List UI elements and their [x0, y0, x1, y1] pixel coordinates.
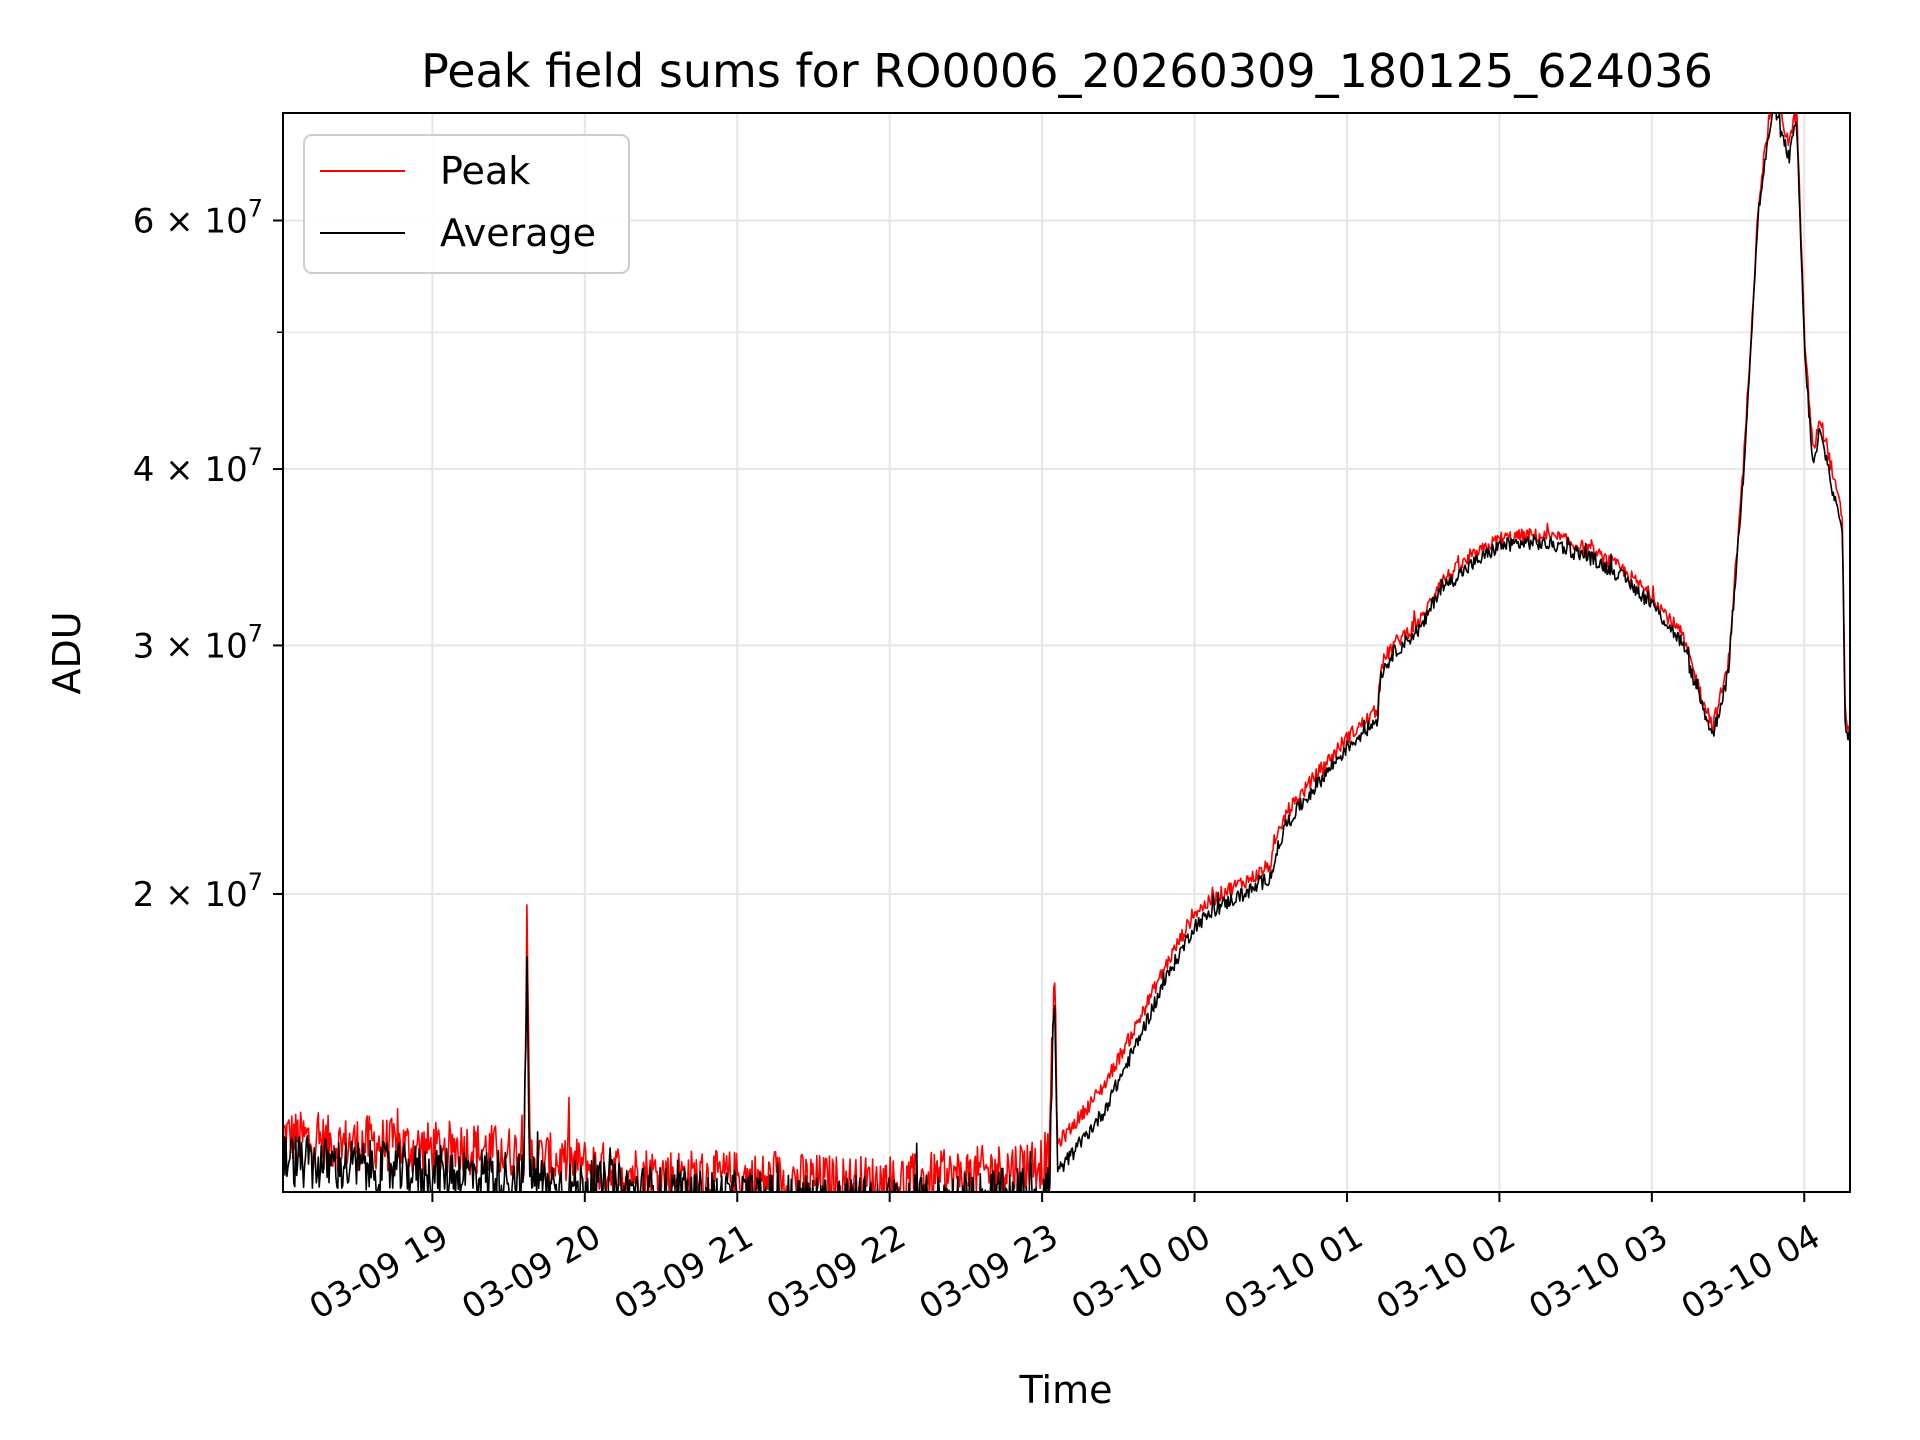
series-layer: [283, 113, 1850, 1192]
y-tick-label: 3 × 107: [133, 619, 263, 666]
y-tick-label: 4 × 107: [133, 443, 263, 490]
legend: Peak Average: [303, 134, 630, 274]
y-tick-label: 6 × 107: [133, 194, 263, 241]
plot-frame: [282, 112, 1851, 1193]
gridlines: [283, 113, 1850, 1192]
legend-peak-label: Peak: [440, 149, 530, 193]
legend-box: [303, 134, 630, 274]
series-line-average: [283, 113, 1850, 1192]
legend-average-label: Average: [440, 211, 596, 255]
y-tick-label: 2 × 107: [133, 868, 263, 915]
y-axis-label: ADU: [45, 611, 89, 694]
y-axis: 2 × 107 3 × 107 4 × 107 6 × 107: [133, 194, 283, 915]
chart-title: Peak field sums for RO0006_20260309_1801…: [421, 44, 1713, 98]
x-axis-label: Time: [1019, 1368, 1113, 1412]
